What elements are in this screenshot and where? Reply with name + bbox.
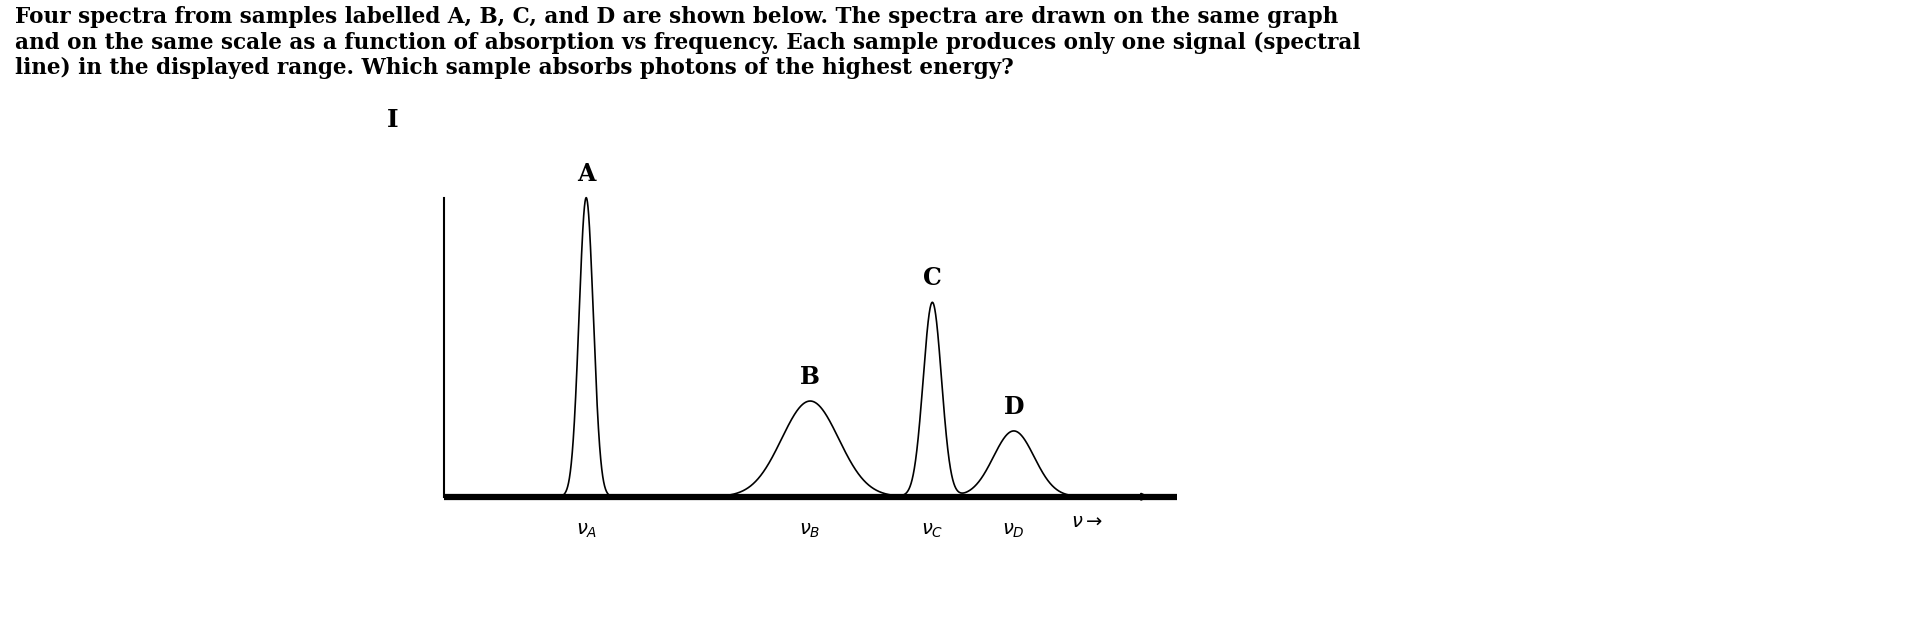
Text: A: A: [577, 161, 596, 186]
Text: Four spectra from samples labelled A, B, C, and D are shown below. The spectra a: Four spectra from samples labelled A, B,…: [15, 6, 1362, 79]
Text: B: B: [801, 365, 820, 389]
Text: D: D: [1003, 395, 1024, 419]
Text: I: I: [386, 108, 397, 132]
Text: $\nu\rightarrow$: $\nu\rightarrow$: [1071, 513, 1103, 531]
Text: C: C: [922, 266, 941, 290]
